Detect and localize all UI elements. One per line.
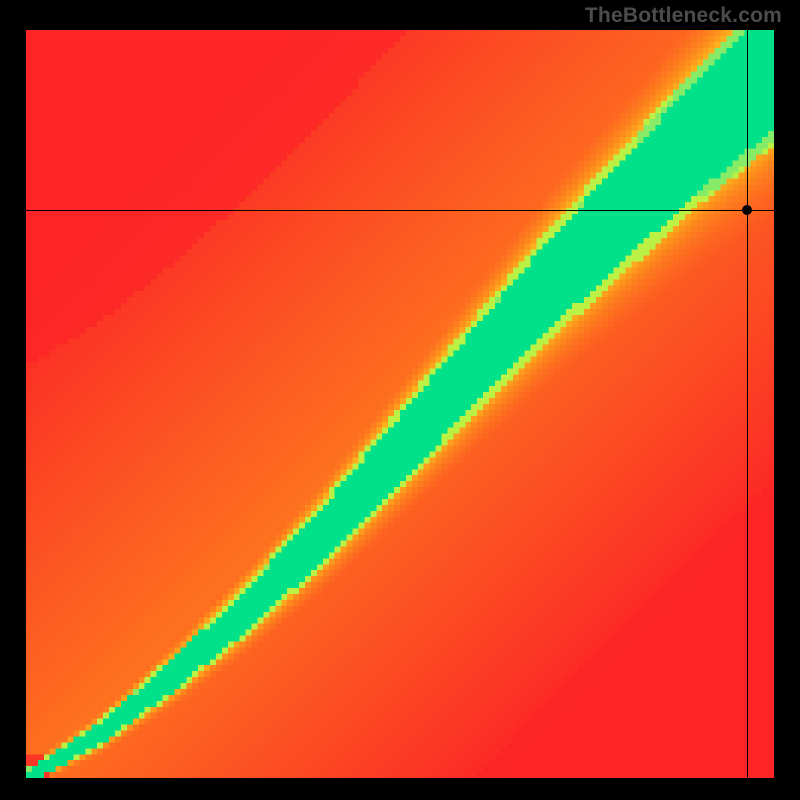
crosshair-marker (742, 205, 752, 215)
heatmap-plot (26, 30, 774, 778)
chart-container: TheBottleneck.com (0, 0, 800, 800)
crosshair-vertical (747, 30, 748, 778)
attribution-text: TheBottleneck.com (585, 4, 782, 28)
crosshair-horizontal (26, 210, 774, 211)
heatmap-canvas (26, 30, 774, 778)
